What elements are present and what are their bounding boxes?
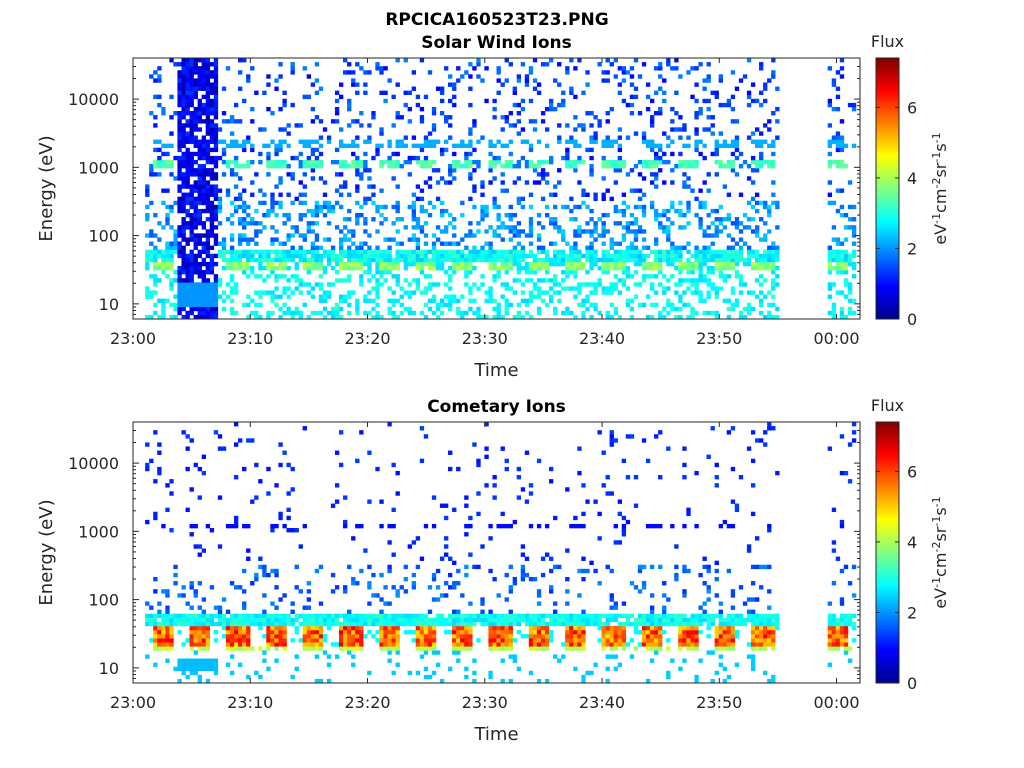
- x-tick-label: 23:10: [227, 693, 273, 712]
- x-tick-label: 23:40: [579, 329, 625, 348]
- colorbar-tick-label: 0: [907, 674, 917, 693]
- y-tick-label: 10000: [68, 454, 119, 473]
- colorbar-unit-label: eV-1cm-2sr-1s-1: [930, 496, 951, 608]
- figure-title: RPCICA160523T23.PNG: [385, 10, 608, 30]
- x-tick-label: 23:30: [462, 693, 508, 712]
- x-tick-label: 23:40: [579, 693, 625, 712]
- colorbar-tick-label: 6: [907, 462, 917, 481]
- colorbar-tick-label: 6: [907, 98, 917, 117]
- x-axis-label: Time: [473, 724, 518, 745]
- colorbar: [875, 57, 900, 320]
- colorbar-tick-label: 0: [907, 310, 917, 329]
- colorbar-tick-label: 4: [907, 169, 917, 188]
- x-tick-label: 23:10: [227, 329, 273, 348]
- x-tick-label: 23:20: [344, 329, 390, 348]
- colorbar-tick-label: 2: [907, 603, 917, 622]
- colorbar-title: Flux: [871, 396, 904, 415]
- y-tick-label: 10: [99, 659, 119, 678]
- heatmap-cells: [145, 58, 857, 319]
- plot-frame: [132, 421, 861, 684]
- panel-title: Solar Wind Ions: [421, 33, 572, 53]
- colorbar-title: Flux: [871, 32, 904, 51]
- y-tick-label: 100: [88, 227, 119, 246]
- x-tick-label: 23:00: [110, 329, 156, 348]
- colorbar-unit-label: eV-1cm-2sr-1s-1: [930, 132, 951, 244]
- x-tick-label: 00:00: [813, 329, 859, 348]
- y-tick-label: 100: [88, 591, 119, 610]
- y-axis-label: Energy (eV): [36, 499, 57, 605]
- x-tick-label: 23:50: [696, 693, 742, 712]
- colorbar: [875, 421, 900, 684]
- solar-wind-ions-panel: Solar Wind Ions 23:00 23:10 23:20 23:30 23:40…: [36, 32, 950, 381]
- y-axis-label: Energy (eV): [36, 135, 57, 241]
- plot-frame: [132, 57, 861, 320]
- x-tick-label: 23:50: [696, 329, 742, 348]
- x-tick-label: 23:30: [462, 329, 508, 348]
- y-tick-label: 10: [99, 295, 119, 314]
- heatmap-cells: [145, 422, 857, 683]
- y-tick-label: 1000: [78, 158, 119, 177]
- colorbar-tick-label: 2: [907, 239, 917, 258]
- x-tick-label: 23:20: [344, 693, 390, 712]
- y-tick-label: 1000: [78, 522, 119, 541]
- x-tick-label: 00:00: [813, 693, 859, 712]
- y-tick-label: 10000: [68, 90, 119, 109]
- colorbar-tick-label: 4: [907, 533, 917, 552]
- cometary-ions-panel: Cometary Ions 23:00 23:10 23:20 23:30 23:40 23…: [36, 396, 950, 745]
- panel-title: Cometary Ions: [427, 397, 566, 417]
- x-tick-label: 23:00: [110, 693, 156, 712]
- x-axis-label: Time: [473, 360, 518, 381]
